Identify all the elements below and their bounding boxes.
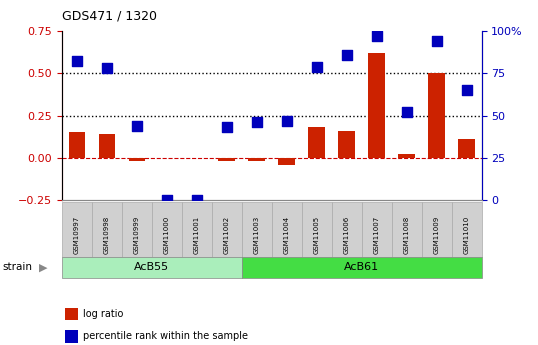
Point [372, 33, 381, 39]
Text: GSM11001: GSM11001 [194, 215, 200, 254]
Bar [338, 131, 355, 158]
Text: GSM10998: GSM10998 [104, 215, 110, 254]
Point [252, 120, 261, 125]
Bar [98, 134, 115, 158]
Bar [398, 155, 415, 158]
Bar [428, 73, 445, 158]
Text: percentile rank within the sample: percentile rank within the sample [83, 332, 249, 341]
Bar [369, 53, 385, 158]
Text: GSM11000: GSM11000 [164, 215, 170, 254]
Text: strain: strain [3, 263, 33, 272]
Point [313, 64, 321, 69]
Bar [308, 127, 325, 158]
Point [162, 197, 171, 203]
Bar [279, 158, 295, 165]
Bar [69, 132, 85, 158]
Text: GSM11008: GSM11008 [404, 215, 409, 254]
Text: GSM11005: GSM11005 [314, 215, 320, 254]
Point [73, 59, 81, 64]
Bar [249, 158, 265, 161]
Bar [218, 158, 235, 161]
Text: AcB61: AcB61 [344, 263, 379, 272]
Text: GSM11003: GSM11003 [254, 215, 260, 254]
Point [342, 52, 351, 58]
Text: GSM11004: GSM11004 [284, 215, 289, 254]
Text: GSM10999: GSM10999 [134, 215, 140, 254]
Bar [129, 158, 145, 161]
Point [132, 123, 141, 128]
Point [103, 66, 111, 71]
Text: GSM11002: GSM11002 [224, 215, 230, 254]
Text: GSM11010: GSM11010 [464, 215, 470, 254]
Text: log ratio: log ratio [83, 309, 124, 319]
Point [193, 197, 201, 203]
Bar [458, 139, 475, 158]
Text: GSM10997: GSM10997 [74, 215, 80, 254]
Text: GDS471 / 1320: GDS471 / 1320 [62, 9, 157, 22]
Point [282, 118, 291, 124]
Point [432, 38, 441, 44]
Text: GSM11007: GSM11007 [373, 215, 380, 254]
Text: GSM11006: GSM11006 [344, 215, 350, 254]
Text: GSM11009: GSM11009 [434, 215, 440, 254]
Point [462, 87, 471, 93]
Point [402, 109, 411, 115]
Text: ▶: ▶ [39, 263, 47, 272]
Text: AcB55: AcB55 [134, 263, 169, 272]
Point [222, 125, 231, 130]
